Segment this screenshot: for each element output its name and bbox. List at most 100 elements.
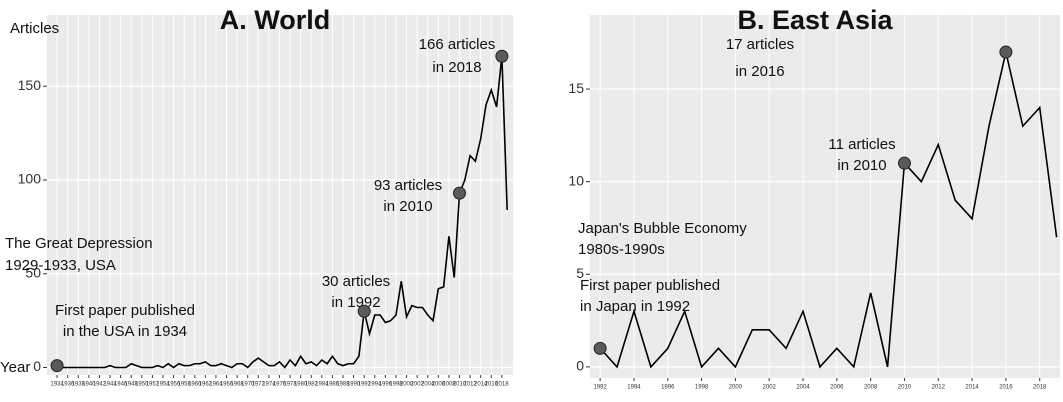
annotation: 93 articles [374,177,442,194]
highlight-point [999,45,1013,59]
annotation: 166 articles [419,36,496,53]
x-tick-label: 1982 [305,382,319,388]
x-tick-label: 2018 [495,382,509,388]
x-tick-label: 1988 [336,382,350,388]
annotation: in 2018 [432,59,481,76]
plot-background [590,15,1060,378]
x-tick-label: 2006 [432,382,446,388]
x-tick-label: 2014 [474,382,488,388]
highlight-point [50,359,64,373]
line [599,51,1058,369]
y-tick-label: 50 [25,264,41,280]
y-tick-label: 150 [18,77,42,93]
x-tick-label: 2004 [796,385,810,391]
line [56,56,508,369]
x-tick-label: 1992 [358,382,372,388]
x-tick-label: 2016 [485,382,499,388]
x-tick-label: 2000 [400,382,414,388]
x-tick-label: 1994 [368,382,382,388]
annotation: The Great Depression [5,235,153,252]
x-tick-label: 2014 [965,385,979,391]
x-tick-label: 2008 [442,382,456,388]
highlight-point [453,186,467,200]
x-tick-label: 2008 [864,385,878,391]
x-tick-label: 1950 [135,382,149,388]
plot-background [47,15,513,375]
x-tick-label: 1946 [114,382,128,388]
highlight-point [357,304,371,318]
x-tick-label: 1958 [177,382,191,388]
annotation: 17 articles [726,36,794,53]
x-tick-label: 1938 [72,382,86,388]
x-tick-label: 2006 [830,385,844,391]
y-tick-label: 5 [576,265,584,281]
annotation: First paper published [55,302,195,319]
chart-title: A. World [220,5,331,35]
y-tick-label: 10 [568,172,584,188]
x-tick-label: 1986 [326,382,340,388]
x-tick-label: 1956 [167,382,181,388]
x-tick-label: 1998 [389,382,403,388]
annotation: 30 articles [322,273,390,290]
x-tick-label: 1970 [241,382,255,388]
x-tick-label: 1996 [661,385,675,391]
annotation: 11 articles [828,136,895,153]
x-tick-label: 1980 [294,382,308,388]
x-tick-label: 2012 [932,385,946,391]
x-tick-label: 1996 [379,382,393,388]
x-tick-label: 1972 [252,382,266,388]
x-tick-label: 1964 [209,382,223,388]
x-tick-label: 1968 [230,382,244,388]
x-tick-label: 1936 [61,382,75,388]
annotation: in 1992 [331,294,380,311]
x-tick-label: 1954 [156,382,170,388]
x-tick-label: 1966 [220,382,234,388]
x-tick-label: 1992 [593,385,607,391]
x-tick-label: 2010 [898,385,912,391]
annotation: 1929-1933, USA [5,257,116,274]
y-tick-label: 0 [576,358,584,374]
y-tick-label: 0 [33,358,41,374]
x-tick-label: 1976 [273,382,287,388]
y-tick-label: 15 [568,80,584,96]
x-tick-label: 2016 [999,385,1013,391]
y-axis-label: Articles [10,20,59,37]
x-tick-label: 2002 [763,385,777,391]
annotation: in 2016 [735,63,784,80]
x-tick-label: 1994 [627,385,641,391]
x-tick-label: 1990 [347,382,361,388]
x-tick-label: 1944 [103,382,117,388]
annotation: in the USA in 1934 [63,323,187,340]
x-tick-label: 1942 [93,382,107,388]
x-axis-label: Year [0,359,30,376]
annotation: in 2010 [383,198,432,215]
chart-title: B. East Asia [737,5,893,35]
annotation: Japan's Bubble Economy [578,220,747,237]
x-tick-label: 1948 [125,382,139,388]
x-tick-label: 1978 [283,382,297,388]
x-tick-label: 2010 [453,382,467,388]
x-tick-label: 1962 [199,382,213,388]
x-tick-label: 1998 [695,385,709,391]
x-tick-label: 1934 [50,382,64,388]
annotation: 1980s-1990s [578,241,665,258]
highlight-point [495,49,509,63]
annotation: in Japan in 1992 [580,298,690,315]
x-tick-label: 2012 [463,382,477,388]
x-tick-label: 2018 [1033,385,1047,391]
annotation: First paper published [580,277,720,294]
x-tick-label: 1974 [262,382,276,388]
panel: 0 50 100 150 1934193619381940194219441946194… [0,5,513,388]
x-tick-label: 1940 [82,382,96,388]
y-tick-label: 100 [18,171,42,187]
x-tick-label: 2000 [729,385,743,391]
x-tick-label: 1960 [188,382,202,388]
x-tick-label: 2004 [421,382,435,388]
x-tick-label: 2002 [410,382,424,388]
highlight-point [593,341,607,355]
panel: 0 5 10 15 1992 1994 1996 1998 2000 2002 2004 2006 20… [568,5,1060,391]
highlight-point [897,156,911,170]
x-tick-label: 1984 [315,382,329,388]
annotation: in 2010 [837,157,886,174]
